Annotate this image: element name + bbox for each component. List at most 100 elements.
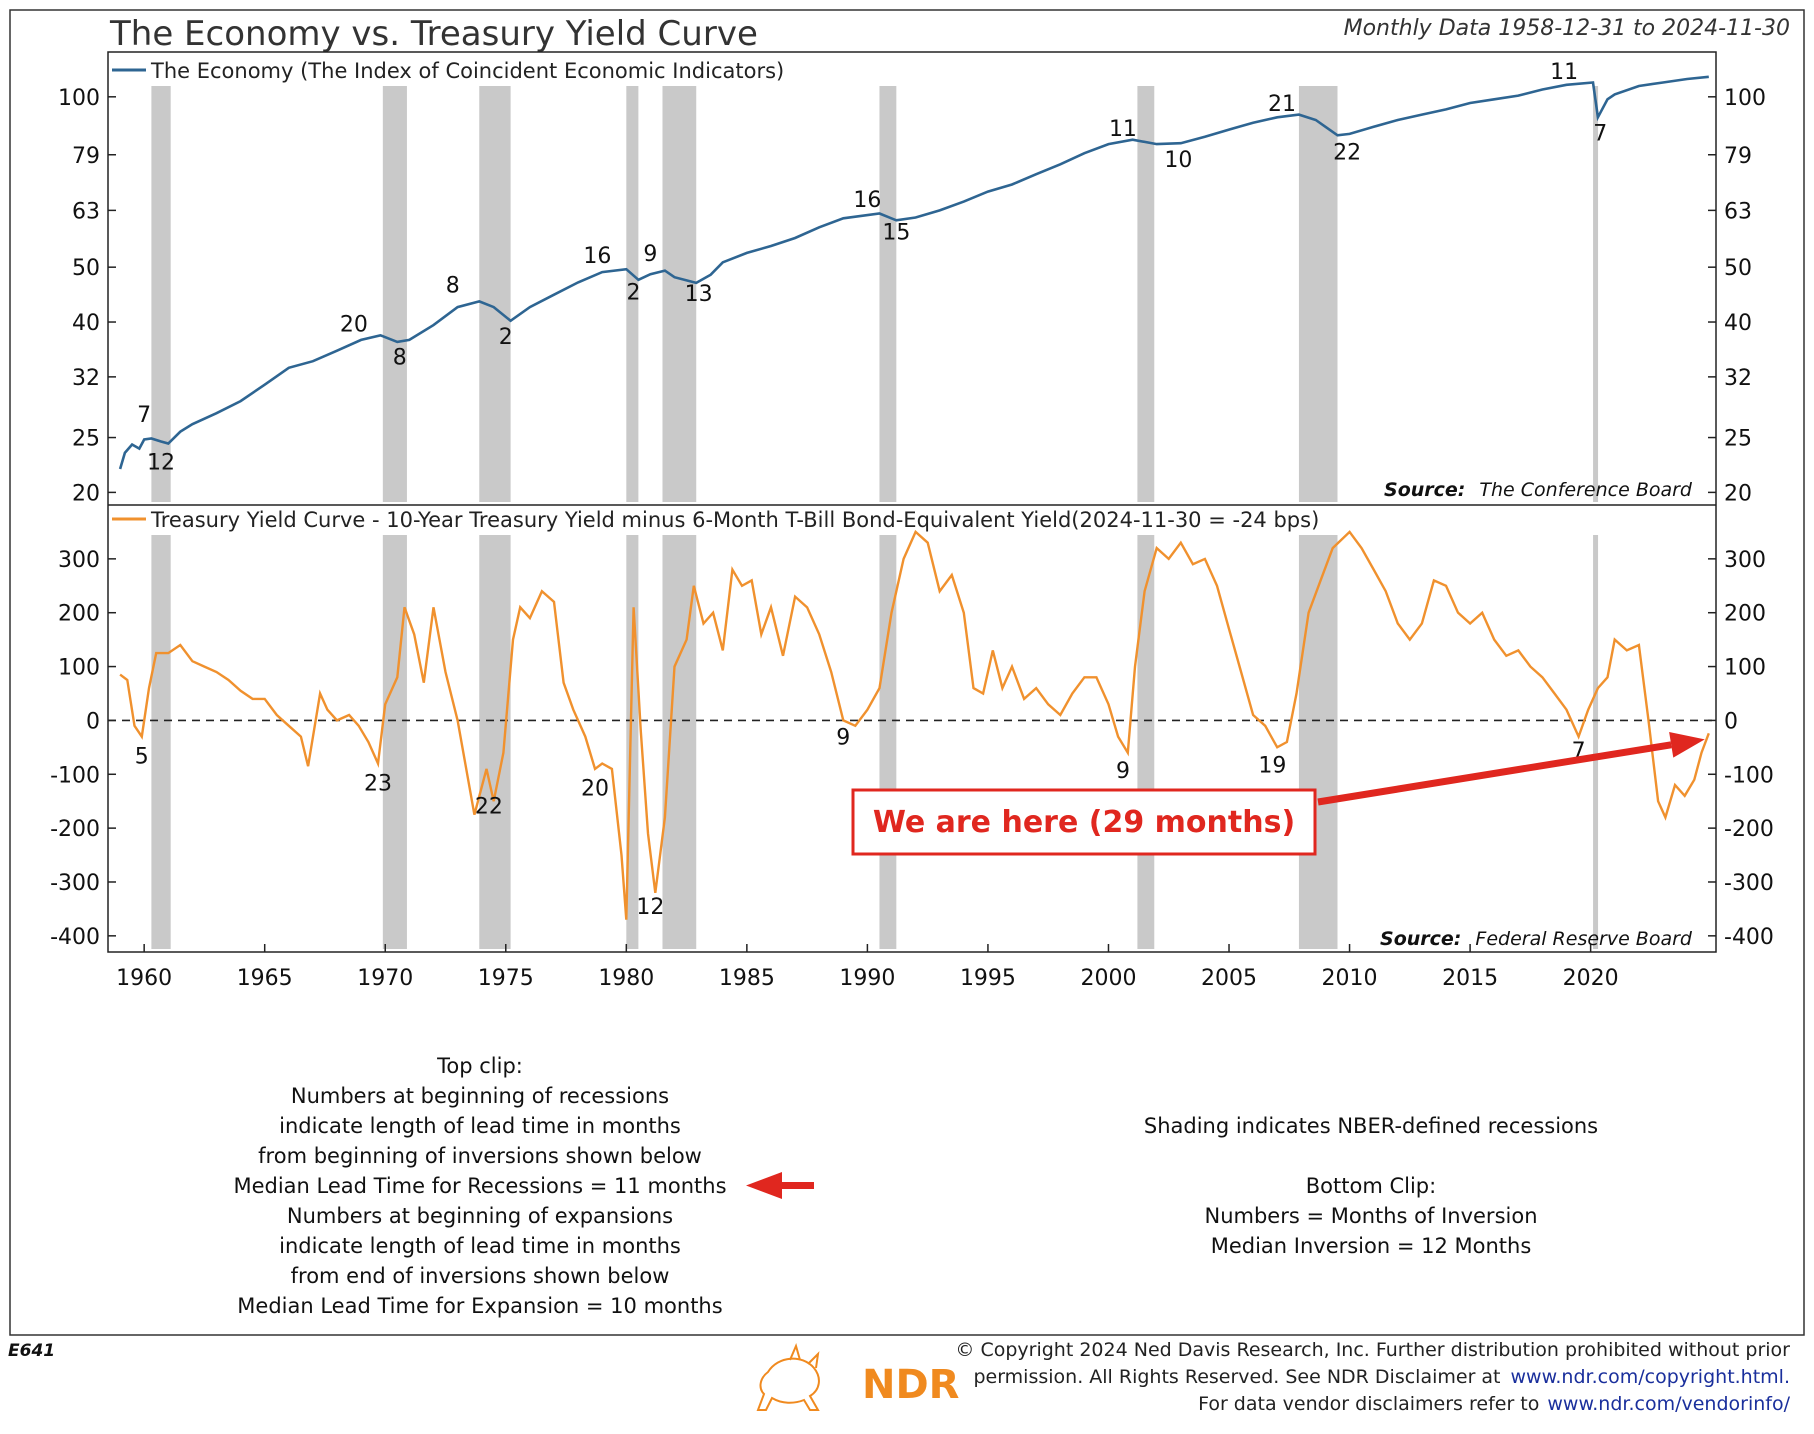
recession-band-top-6 xyxy=(1137,86,1155,502)
top-annotation-3: 8 xyxy=(393,345,407,370)
xtick-label-1980: 1980 xyxy=(598,966,654,991)
note-right-line-1: Numbers = Months of Inversion xyxy=(1204,1204,1537,1228)
ndr-logo: NDR xyxy=(756,1343,959,1411)
note-left-line-7: from end of inversions shown below xyxy=(291,1264,670,1288)
top-ytick-label-left-40: 40 xyxy=(72,311,100,336)
top-annotation-0: 7 xyxy=(137,403,151,428)
yield-curve-series-line xyxy=(119,529,1710,920)
recession-band-bottom-7 xyxy=(1298,535,1338,949)
outer-frame xyxy=(9,9,1805,1336)
bottom-annotation-1: 23 xyxy=(364,771,392,796)
notes-arrow-shaft xyxy=(778,1182,814,1189)
note-right-line-2: Median Inversion = 12 Months xyxy=(1211,1234,1532,1258)
note-left-line-0: Top clip: xyxy=(436,1054,523,1078)
callout-box xyxy=(851,788,1317,856)
bottom-annotation-4: 12 xyxy=(636,895,664,920)
bottom-ytick-label-left-300: 300 xyxy=(58,548,100,573)
recession-band-top-4 xyxy=(662,86,697,502)
recession-band-bottom-1 xyxy=(382,535,407,949)
bull-bear-icon xyxy=(756,1343,820,1411)
note-left-line-6: indicate length of lead time in months xyxy=(279,1234,681,1258)
bottom-ytick-label-left--300: -300 xyxy=(50,871,100,896)
bottom-ytick-label-right-300: 300 xyxy=(1724,548,1766,573)
bottom-annotation-5: 9 xyxy=(836,726,850,751)
top-ytick-label-right-32: 32 xyxy=(1724,366,1752,391)
xtick-label-1970: 1970 xyxy=(357,966,413,991)
xtick-label-1965: 1965 xyxy=(237,966,293,991)
note-right-shading: Shading indicates NBER-defined recession… xyxy=(1144,1114,1598,1138)
vendor-line: For data vendor disclaimers refer to www.… xyxy=(1198,1393,1791,1415)
top-ytick-label-right-63: 63 xyxy=(1724,199,1752,224)
bottom-ytick-label-right--400: -400 xyxy=(1724,925,1774,950)
economy-series-line xyxy=(118,75,1709,470)
bottom-ytick-label-left--200: -200 xyxy=(50,817,100,842)
we-are-here-callout: We are here (29 months) xyxy=(851,731,1705,856)
xtick-label-1990: 1990 xyxy=(839,966,895,991)
recession-band-bottom-2 xyxy=(479,535,511,949)
bottom-ytick-label-left-100: 100 xyxy=(58,656,100,681)
copyright-line-1: © Copyright 2024 Ned Davis Research, Inc… xyxy=(955,1339,1790,1361)
top-annotation-5: 2 xyxy=(499,325,513,350)
bottom-y-axis: -400 -400 -300 -300 -200 -200 -100 -100 0 0 100 100… xyxy=(50,548,1774,950)
top-annotation-13: 10 xyxy=(1164,148,1192,173)
top-annotation-1: 12 xyxy=(147,450,175,475)
top-annotation-11: 15 xyxy=(882,221,910,246)
copyright-link[interactable]: www.ndr.com/copyright.html. xyxy=(1511,1366,1790,1388)
bottom-annotation-6: 9 xyxy=(1116,759,1130,784)
top-ytick-label-left-50: 50 xyxy=(72,256,100,281)
top-annotation-4: 8 xyxy=(446,273,460,298)
bottom-ytick-label-right--200: -200 xyxy=(1724,817,1774,842)
top-ytick-label-right-79: 79 xyxy=(1724,144,1752,169)
top-ytick-label-left-25: 25 xyxy=(72,427,100,452)
bottom-annotation-0: 5 xyxy=(135,744,149,769)
note-left-line-8: Median Lead Time for Expansion = 10 mont… xyxy=(237,1294,722,1318)
x-axis: 1960 1965 1970 1975 1980 1985 1990 1995 2000 2005… xyxy=(116,944,1619,991)
notes-arrow xyxy=(746,1172,814,1199)
top-legend: The Economy (The Index of Coincident Eco… xyxy=(112,59,784,83)
recession-band-bottom-6 xyxy=(1137,535,1155,949)
top-source: Source: The Conference Board xyxy=(1384,479,1693,501)
top-ytick-label-left-100: 100 xyxy=(58,86,100,111)
top-source-name: The Conference Board xyxy=(1479,479,1693,501)
recession-shading-top xyxy=(151,86,1599,502)
recession-band-top-3 xyxy=(626,86,639,502)
bottom-ytick-label-left-200: 200 xyxy=(58,602,100,627)
bottom-ytick-label-left-0: 0 xyxy=(86,709,100,734)
note-right-line-0: Bottom Clip: xyxy=(1306,1174,1436,1198)
xtick-label-2015: 2015 xyxy=(1442,966,1498,991)
chart-title: The Economy vs. Treasury Yield Curve xyxy=(109,14,758,54)
top-ytick-label-left-79: 79 xyxy=(72,144,100,169)
note-left-line-3: from beginning of inversions shown below xyxy=(258,1144,702,1168)
chart-code: E641 xyxy=(8,1341,55,1361)
top-ytick-label-left-63: 63 xyxy=(72,199,100,224)
notes-left: Top clip: Numbers at beginning of recessi… xyxy=(233,1054,726,1318)
xtick-label-2005: 2005 xyxy=(1201,966,1257,991)
xtick-label-2000: 2000 xyxy=(1080,966,1136,991)
vendor-link[interactable]: www.ndr.com/vendorinfo/ xyxy=(1547,1393,1790,1415)
bottom-annotation-3: 20 xyxy=(581,777,609,802)
top-annotation-16: 11 xyxy=(1550,60,1578,85)
recession-band-bottom-0 xyxy=(151,535,171,949)
top-annotation-15: 22 xyxy=(1333,141,1361,166)
note-left-line-5: Numbers at beginning of expansions xyxy=(287,1204,673,1228)
top-series-label: The Economy (The Index of Coincident Eco… xyxy=(150,59,784,83)
notes-right: Shading indicates NBER-defined recession… xyxy=(1144,1114,1598,1258)
top-ytick-label-right-100: 100 xyxy=(1724,86,1766,111)
recession-band-top-2 xyxy=(479,86,511,502)
xtick-label-2020: 2020 xyxy=(1563,966,1619,991)
note-left-line-4: Median Lead Time for Recessions = 11 mon… xyxy=(233,1174,726,1198)
top-ytick-label-left-32: 32 xyxy=(72,366,100,391)
top-ytick-label-right-20: 20 xyxy=(1724,481,1752,506)
xtick-label-2010: 2010 xyxy=(1322,966,1378,991)
bottom-ytick-label-left--400: -400 xyxy=(50,925,100,950)
top-ytick-label-left-20: 20 xyxy=(72,481,100,506)
note-left-line-2: indicate length of lead time in months xyxy=(279,1114,681,1138)
bottom-annotation-2: 22 xyxy=(475,795,503,820)
top-annotation-7: 2 xyxy=(627,280,641,305)
top-annotation-8: 9 xyxy=(643,242,657,267)
callout-arrow-head xyxy=(1669,731,1705,758)
bottom-legend: Treasury Yield Curve - 10-Year Treasury … xyxy=(112,508,1319,532)
recession-shading-bottom xyxy=(151,535,1599,949)
bottom-ytick-label-left--100: -100 xyxy=(50,763,100,788)
